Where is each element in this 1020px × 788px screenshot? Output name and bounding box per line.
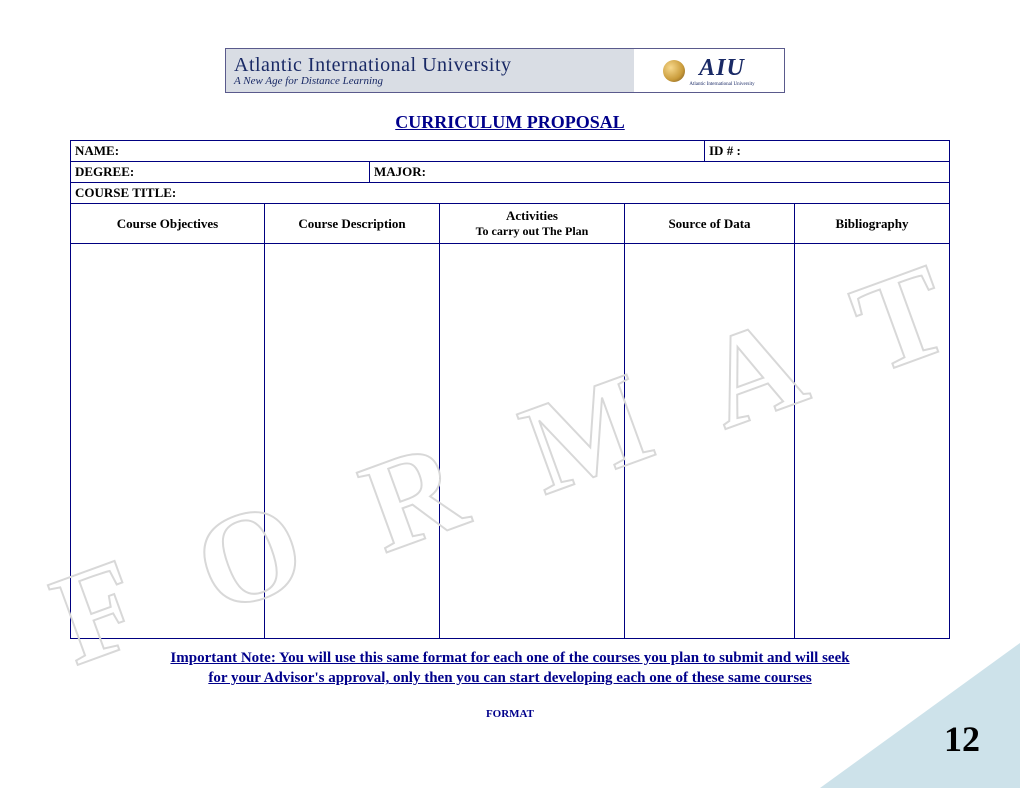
table-cell-objectives [70,244,265,639]
col-header-activities: Activities To carry out The Plan [440,204,625,244]
course-title-field-label: COURSE TITLE: [70,183,950,204]
col-header-description: Course Description [265,204,440,244]
col-header-objectives: Course Objectives [70,204,265,244]
banner-logo: AIU Atlantic International University [634,49,784,92]
form-area: NAME: ID # : DEGREE: MAJOR: COURSE TITLE… [70,140,950,639]
globe-icon [663,60,685,82]
note-line-1: Important Note: You will use this same f… [170,650,849,666]
column-headers: Course Objectives Course Description Act… [70,204,950,244]
note-line-2: for your Advisor's approval, only then y… [208,670,811,686]
col-header-activities-line1: Activities [442,208,622,224]
info-row-2: DEGREE: MAJOR: [70,162,950,183]
col-header-activities-line2: To carry out The Plan [442,224,622,239]
aiu-logo-sub: Atlantic International University [689,82,754,87]
id-field-label: ID # : [705,140,950,162]
important-note: Important Note: You will use this same f… [70,648,950,689]
banner-left: Atlantic International University A New … [226,49,634,92]
document-page: Atlantic International University A New … [0,0,1020,788]
table-body [70,244,950,639]
page-number: 12 [944,718,980,760]
table-cell-source [625,244,795,639]
university-name: Atlantic International University [234,54,634,77]
col-header-source: Source of Data [625,204,795,244]
degree-field-label: DEGREE: [70,162,370,183]
page-title: CURRICULUM PROPOSAL [0,112,1020,133]
aiu-logo-text: AIU [699,55,745,82]
university-banner: Atlantic International University A New … [225,48,785,93]
table-cell-bibliography [795,244,950,639]
table-cell-activities [440,244,625,639]
table-cell-description [265,244,440,639]
col-header-bibliography: Bibliography [795,204,950,244]
footer-label: FORMAT [0,708,1020,720]
info-row-1: NAME: ID # : [70,140,950,162]
university-tagline: A New Age for Distance Learning [234,75,634,87]
info-row-3: COURSE TITLE: [70,183,950,204]
name-field-label: NAME: [70,140,705,162]
major-field-label: MAJOR: [370,162,950,183]
